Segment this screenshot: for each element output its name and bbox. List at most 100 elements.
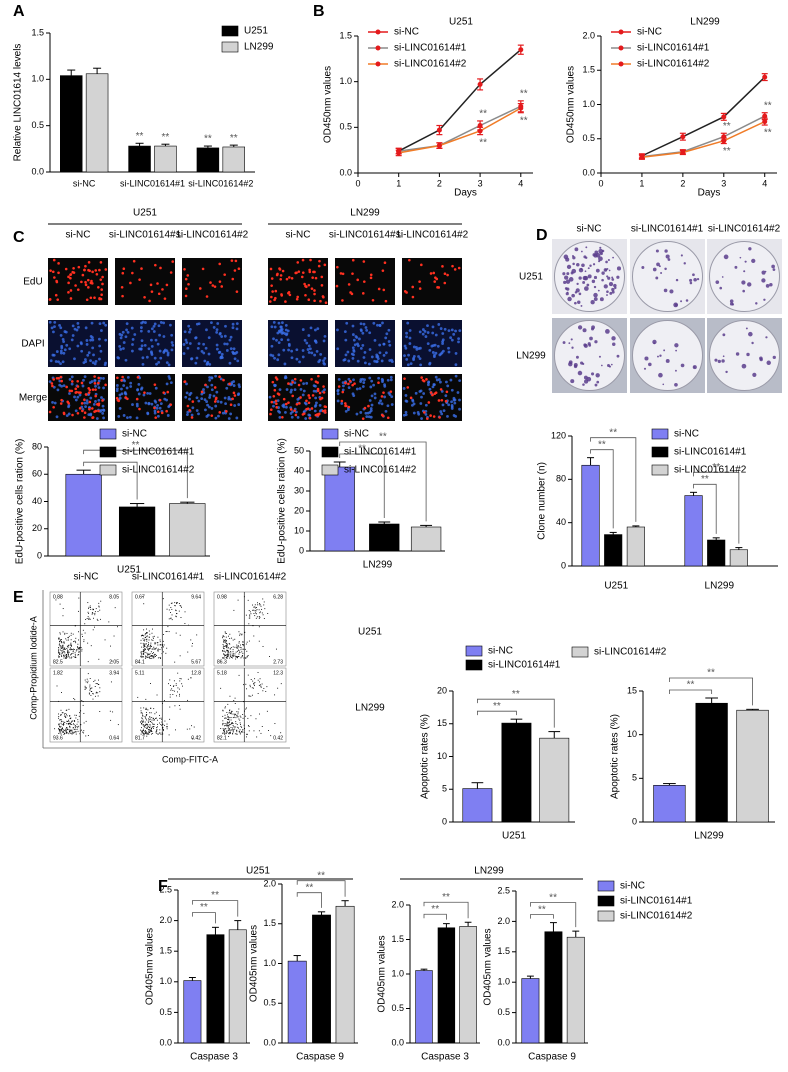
column-label: si-LINC01614#2	[176, 230, 249, 241]
edu-cell	[270, 284, 273, 287]
nucleus	[419, 331, 422, 334]
event	[86, 721, 87, 722]
event	[93, 681, 94, 682]
nucleus	[185, 339, 188, 342]
event	[240, 722, 241, 723]
nucleus	[102, 377, 105, 380]
edu-cell	[81, 410, 84, 413]
event	[90, 619, 91, 620]
event	[151, 712, 152, 713]
y-axis-label: OD405nm values	[377, 935, 388, 1012]
event	[114, 636, 115, 637]
event	[240, 657, 241, 658]
event	[78, 721, 79, 722]
event	[78, 649, 79, 650]
event	[174, 680, 175, 681]
edu-cell	[293, 409, 296, 412]
edu-cell	[279, 278, 282, 281]
y-tick-label: 1.0	[497, 977, 510, 987]
event	[181, 607, 182, 608]
legend-label: U251	[244, 26, 268, 37]
colony	[563, 341, 566, 344]
event	[71, 633, 72, 634]
event	[90, 605, 91, 606]
edu-cell	[271, 277, 274, 280]
nucleus	[232, 352, 235, 355]
marker	[762, 75, 767, 80]
nucleus	[97, 399, 100, 402]
nucleus	[294, 388, 297, 391]
edu-cell	[446, 274, 449, 277]
event	[238, 709, 239, 710]
event	[95, 611, 96, 612]
event	[172, 690, 173, 691]
y-tick-label: 2.5	[497, 885, 510, 895]
edu-cell	[90, 296, 93, 299]
edu-cell	[317, 388, 320, 391]
x-tick-label: Caspase 9	[528, 1052, 576, 1063]
bar	[730, 550, 748, 566]
event	[156, 733, 157, 734]
event	[223, 728, 224, 729]
edu-cell	[162, 391, 165, 394]
nucleus	[234, 357, 237, 360]
event	[58, 733, 59, 734]
nucleus	[197, 413, 200, 416]
nucleus	[151, 327, 154, 330]
event	[235, 703, 236, 704]
colony	[606, 268, 608, 270]
event	[153, 636, 154, 637]
edu-cell	[186, 274, 189, 277]
event	[59, 641, 60, 642]
colony	[599, 356, 601, 358]
quadrant-value: 93.6	[53, 735, 63, 741]
legend-label: si-NC	[620, 881, 645, 892]
nucleus	[359, 411, 362, 414]
nucleus	[98, 338, 101, 341]
nucleus	[388, 340, 391, 343]
event	[222, 637, 223, 638]
marker	[680, 150, 685, 155]
nucleus	[208, 363, 211, 366]
event	[233, 730, 234, 731]
event	[90, 607, 91, 608]
edu-cell	[341, 299, 344, 302]
event	[239, 731, 240, 732]
y-tick-label: 10	[294, 525, 304, 535]
event	[265, 691, 266, 692]
edu-cell	[63, 413, 66, 416]
event	[70, 654, 71, 655]
event	[144, 649, 145, 650]
nucleus	[89, 359, 92, 362]
nucleus	[154, 400, 157, 403]
event	[153, 708, 154, 709]
event	[149, 656, 150, 657]
event	[160, 640, 161, 641]
event	[147, 725, 148, 726]
event	[233, 646, 234, 647]
event	[223, 732, 224, 733]
event	[89, 618, 90, 619]
event	[190, 639, 191, 640]
event	[235, 723, 236, 724]
event	[143, 638, 144, 639]
nucleus	[383, 396, 386, 399]
nucleus	[141, 356, 144, 359]
event	[140, 656, 141, 657]
edu-cell	[362, 417, 365, 420]
event	[225, 723, 226, 724]
legend-marker	[376, 62, 381, 67]
nucleus	[371, 404, 374, 407]
y-tick-label: 0.0	[391, 1037, 404, 1047]
edu-cell	[275, 402, 278, 405]
event	[242, 653, 243, 654]
nucleus	[232, 326, 235, 329]
event	[173, 685, 174, 686]
y-tick-label: 10	[627, 729, 637, 739]
nucleus	[54, 402, 57, 405]
event	[70, 644, 71, 645]
nucleus	[200, 397, 203, 400]
y-tick-label: 0.0	[263, 1037, 276, 1047]
event	[146, 736, 147, 737]
event	[153, 720, 154, 721]
